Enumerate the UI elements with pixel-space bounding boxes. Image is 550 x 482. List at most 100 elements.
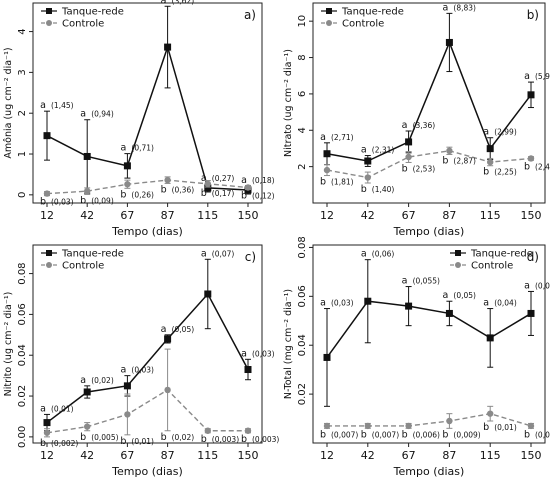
significance-letter: b <box>80 195 86 206</box>
legend-label: Tanque-rede <box>470 249 533 260</box>
significance-letter: b <box>361 184 367 195</box>
data-point <box>527 155 535 162</box>
data-point <box>244 366 252 374</box>
data-point <box>204 180 211 188</box>
series-line-tanque-rede <box>46 292 249 424</box>
significance-letter: b <box>40 197 46 208</box>
data-label: (1,45) <box>51 101 74 110</box>
data-point <box>204 427 211 434</box>
data-label: (3,36) <box>413 121 436 130</box>
data-label: (1,40) <box>372 185 395 194</box>
x-tick-label: 87 <box>161 449 175 462</box>
significance-letter: b <box>320 177 326 188</box>
x-tick-label: 42 <box>80 209 94 222</box>
significance-letter: b <box>241 191 247 202</box>
data-label: (0,009) <box>453 430 480 439</box>
x-tick-label: 150 <box>238 449 259 462</box>
significance-letter: a <box>80 109 86 120</box>
x-tick-label: 42 <box>80 449 94 462</box>
significance-letter: a <box>40 100 46 111</box>
x-tick-label: 87 <box>442 449 456 462</box>
data-point <box>204 290 212 298</box>
legend-label: Controle <box>62 261 104 272</box>
plot-frame <box>312 2 546 204</box>
significance-letter: b <box>120 189 126 200</box>
significance-letter: a <box>483 298 489 309</box>
significance-letter: a <box>201 173 207 184</box>
significance-letter: a <box>161 324 167 335</box>
data-point <box>487 158 494 166</box>
data-point <box>124 411 131 418</box>
legend-marker <box>326 20 332 26</box>
data-label: (0,03) <box>252 349 275 358</box>
significance-letter: b <box>402 429 408 440</box>
data-label: (0,03) <box>331 299 354 308</box>
legend-label: Controle <box>62 19 104 30</box>
data-label: (2,31) <box>372 146 395 155</box>
significance-letter: b <box>483 422 489 433</box>
y-tick-label: 0.04 <box>17 344 28 366</box>
legend-label: Tanque-rede <box>61 7 124 18</box>
data-label: (0,006) <box>413 430 440 439</box>
data-label: (0,07) <box>212 249 235 258</box>
significance-letter: b <box>442 429 448 440</box>
data-label: (0,05) <box>535 281 550 290</box>
data-point <box>164 176 171 184</box>
data-point <box>405 422 412 430</box>
data-point <box>83 388 91 396</box>
panel-letter: d) <box>527 250 539 264</box>
data-point <box>364 422 371 430</box>
x-tick-label: 67 <box>402 449 416 462</box>
data-label: (1,81) <box>331 178 354 187</box>
significance-letter: a <box>320 132 326 143</box>
data-label: (0,003) <box>212 435 239 444</box>
y-tick-label: 2 <box>297 163 308 169</box>
data-label: (0,05) <box>172 325 195 334</box>
data-label: (0,03) <box>131 366 154 375</box>
data-point <box>445 38 453 46</box>
data-point <box>43 190 51 197</box>
data-label: (0,26) <box>131 190 154 199</box>
y-tick-label: 0.08 <box>17 262 28 284</box>
panel-letter: c) <box>245 250 256 264</box>
legend-marker <box>46 20 52 26</box>
plot-frame <box>32 244 263 444</box>
data-point <box>364 157 372 165</box>
x-tick-label: 67 <box>402 209 416 222</box>
x-tick-label: 87 <box>442 209 456 222</box>
plot-frame <box>312 244 546 444</box>
y-tick-label: 2 <box>17 110 28 116</box>
x-tick-label: 87 <box>161 209 175 222</box>
data-label: (0,02) <box>172 433 195 442</box>
data-point <box>405 138 413 146</box>
significance-letter: a <box>402 120 408 131</box>
data-point <box>527 309 535 317</box>
data-point <box>83 152 91 160</box>
data-label: (3,62) <box>172 0 195 5</box>
data-point <box>43 419 51 427</box>
data-point <box>527 91 535 99</box>
y-tick-label: 0.02 <box>297 383 308 405</box>
data-label: (0,27) <box>212 174 235 183</box>
data-point <box>164 43 172 51</box>
data-label: (0,12) <box>252 192 275 201</box>
data-point <box>244 427 252 434</box>
x-tick-label: 115 <box>480 209 501 222</box>
panel-letter: b) <box>527 8 539 22</box>
series-line-tanque-rede <box>326 40 532 162</box>
data-point <box>323 422 331 430</box>
significance-letter: b <box>201 434 207 445</box>
x-axis-label: Tempo (dias) <box>393 465 465 478</box>
data-label: (0,003) <box>252 435 279 444</box>
significance-letter: b <box>241 434 247 445</box>
y-axis-label: Nitrato (ug cm⁻² dia⁻¹) <box>283 49 294 157</box>
data-point <box>446 417 453 425</box>
y-tick-label: 6 <box>297 91 308 97</box>
y-tick-label: 0.02 <box>17 385 28 407</box>
chart-panel-2: 12 42 67 87 115 150 Tempo (dias) 2 4 6 8 10 Nitrato … <box>283 2 550 238</box>
y-tick-label: 0 <box>17 192 28 198</box>
chart-panel-3: 12 42 67 87 115 150 Tempo (dias) 0.00 0.02 0.04 0.… <box>3 244 279 478</box>
significance-letter: b <box>120 436 126 447</box>
x-tick-label: 115 <box>197 449 218 462</box>
y-tick-label: 0.00 <box>17 426 28 448</box>
